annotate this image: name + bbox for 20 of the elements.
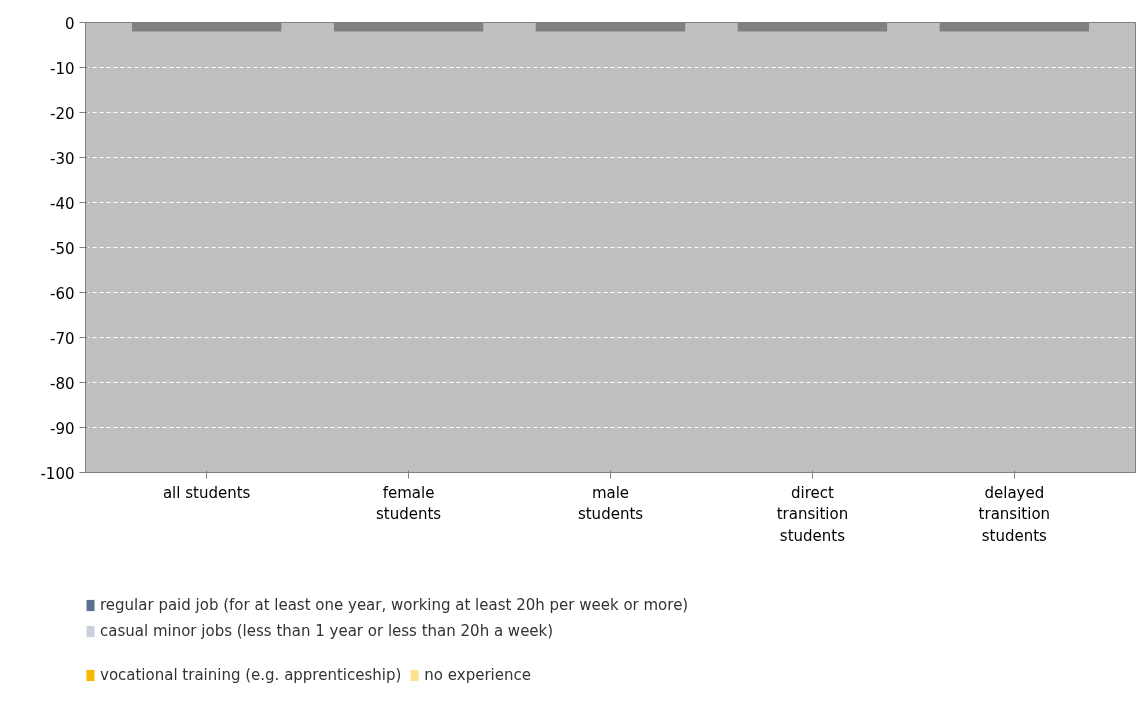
y-tick-label: -90 xyxy=(50,419,75,438)
x-tick-label: male students xyxy=(577,483,644,524)
y-tick-label: 0 xyxy=(64,14,75,33)
legend-label: no experience xyxy=(424,666,531,684)
x-tick-label: female students xyxy=(376,483,442,524)
y-tick-label: -80 xyxy=(50,374,75,393)
y-tick-label: -20 xyxy=(50,104,75,123)
legend-label: vocational training (e.g. apprenticeship) xyxy=(100,666,402,684)
x-tick-label: all students xyxy=(162,483,251,502)
y-tick-label: -100 xyxy=(40,464,75,483)
x-tick-label: direct transition students xyxy=(776,483,849,545)
y-tick-label: -10 xyxy=(50,59,75,78)
x-tick-label: delayed transition students xyxy=(978,483,1051,545)
y-tick-label: -60 xyxy=(50,284,75,303)
y-tick-label: -30 xyxy=(50,149,75,168)
legend-label: regular paid job (for at least one year, working at least 20h per week or more) xyxy=(100,596,689,614)
legend-label: casual minor jobs (less than 1 year or less than 20h a week) xyxy=(100,622,554,640)
y-tick-label: -50 xyxy=(50,239,75,258)
y-tick-label: -70 xyxy=(50,329,75,348)
y-tick-label: -40 xyxy=(50,194,75,213)
